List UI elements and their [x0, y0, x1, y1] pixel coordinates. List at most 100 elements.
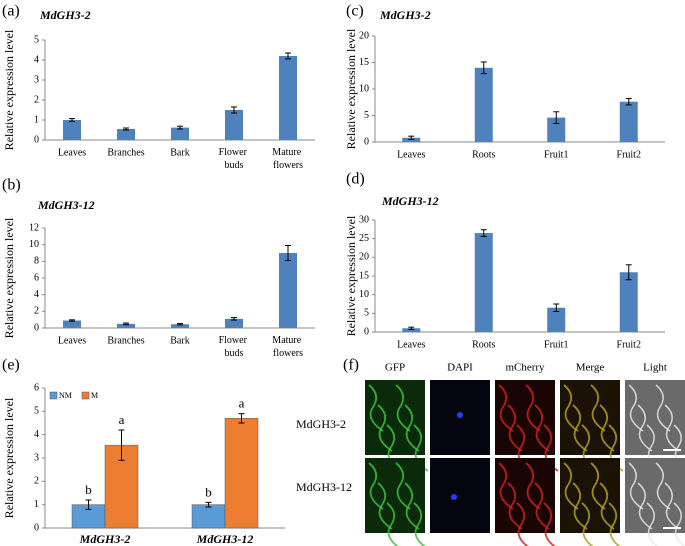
bar	[225, 318, 243, 328]
y-tick-label: 3	[34, 74, 39, 85]
cell-outline	[395, 462, 411, 510]
cell-outline	[507, 482, 523, 530]
bar	[117, 129, 135, 140]
y-axis-label: Relative expression level	[344, 28, 358, 149]
column-header: DAPI	[447, 362, 473, 374]
y-tick-label: 0	[34, 134, 39, 145]
row-label: MdGH3-12	[296, 480, 352, 494]
bar	[171, 127, 189, 140]
y-tick-label: 10	[29, 239, 39, 250]
cell-outline	[404, 482, 420, 530]
y-tick-label: 5	[34, 34, 39, 45]
y-tick-label: 12	[29, 222, 39, 233]
x-tick-label: Leaves	[58, 335, 86, 346]
cell-outline	[377, 404, 393, 452]
x-tick-label: Fruit1	[544, 339, 568, 350]
cell-outline	[637, 404, 653, 452]
column-header: Light	[643, 362, 667, 374]
y-tick-label: 1	[34, 499, 39, 510]
cell-outline	[413, 502, 426, 546]
x-tick-label: Mature flowers	[272, 335, 303, 359]
cell-outline	[581, 502, 594, 546]
x-tick-label: Fruit2	[617, 149, 641, 160]
y-tick-label: 25	[359, 233, 369, 244]
x-tick-label: Roots	[472, 339, 495, 350]
x-tick-label: Leaves	[397, 149, 425, 160]
legend-label: NM	[59, 391, 72, 400]
panel-label: (a)	[2, 3, 20, 20]
legend-label: M	[91, 391, 98, 400]
cell-outline	[498, 384, 514, 432]
x-tick-label: MdGH3-12	[196, 532, 254, 546]
cell-outline	[599, 404, 615, 452]
cell-outline	[386, 502, 399, 546]
cell-outline	[543, 502, 556, 546]
x-tick-label: Branches	[107, 335, 144, 346]
nucleus	[457, 412, 463, 418]
significance-letter: a	[239, 396, 245, 411]
x-tick-label: Leaves	[397, 339, 425, 350]
y-tick-label: 2	[34, 306, 39, 317]
y-tick-label: 10	[359, 289, 369, 300]
y-tick-label: 30	[359, 214, 369, 225]
bar	[225, 110, 243, 140]
panel-label: (e)	[2, 357, 20, 374]
x-tick-label: Mature flowers	[272, 147, 303, 171]
y-tick-label: 5	[364, 308, 369, 319]
bar	[224, 418, 259, 529]
y-tick-label: 0	[364, 326, 369, 337]
chart-title: MdGH3-2	[39, 8, 91, 22]
row-label: MdGH3-2	[296, 417, 346, 431]
y-tick-label: 0	[34, 522, 39, 533]
bar	[63, 120, 81, 140]
cell-outline	[563, 384, 579, 432]
y-tick-label: 6	[34, 382, 39, 393]
x-tick-label: Bark	[170, 147, 189, 158]
bar	[279, 253, 297, 328]
cell-outline	[628, 462, 644, 510]
cell-outline	[608, 502, 621, 546]
cell-outline	[507, 404, 523, 452]
cell-outline	[664, 482, 680, 530]
chart-title: MdGH3-12	[37, 198, 95, 212]
cell-outline	[498, 462, 514, 510]
cell-outline	[637, 482, 653, 530]
significance-letter: a	[119, 412, 125, 427]
y-tick-label: 5	[34, 406, 39, 417]
cell-outline	[628, 384, 644, 432]
bar	[619, 272, 638, 332]
legend-swatch	[49, 391, 58, 400]
cell-outline	[590, 462, 606, 510]
panel-label: (c)	[346, 3, 364, 20]
x-tick-label: Bark	[170, 335, 189, 346]
significance-letter: b	[85, 482, 92, 497]
bar	[402, 328, 421, 332]
bar	[474, 67, 493, 142]
bar	[279, 56, 297, 140]
y-axis-label: Relative expression level	[344, 215, 358, 336]
panel-label: (d)	[346, 171, 365, 188]
legend-swatch	[81, 391, 90, 400]
chart-title: MdGH3-2	[379, 8, 431, 22]
y-tick-label: 5	[364, 110, 369, 121]
x-tick-label: Branches	[107, 147, 144, 158]
x-tick-label: Flower buds	[219, 147, 250, 171]
bar	[117, 323, 135, 328]
cell-outline	[404, 404, 420, 452]
bar	[402, 137, 421, 142]
y-tick-label: 4	[34, 54, 39, 65]
cell-outline	[563, 462, 579, 510]
cell-outline	[655, 462, 671, 510]
cell-outline	[534, 482, 550, 530]
column-header: GFP	[385, 362, 405, 374]
panel-label: (f)	[343, 357, 359, 374]
x-tick-label: Roots	[472, 149, 495, 160]
y-tick-label: 3	[34, 452, 39, 463]
x-tick-label: Flower buds	[219, 335, 250, 359]
y-tick-label: 15	[359, 57, 369, 68]
column-header: Merge	[576, 362, 605, 374]
nucleus	[451, 494, 457, 500]
cell-outline	[525, 462, 541, 510]
cell-outline	[590, 384, 606, 432]
